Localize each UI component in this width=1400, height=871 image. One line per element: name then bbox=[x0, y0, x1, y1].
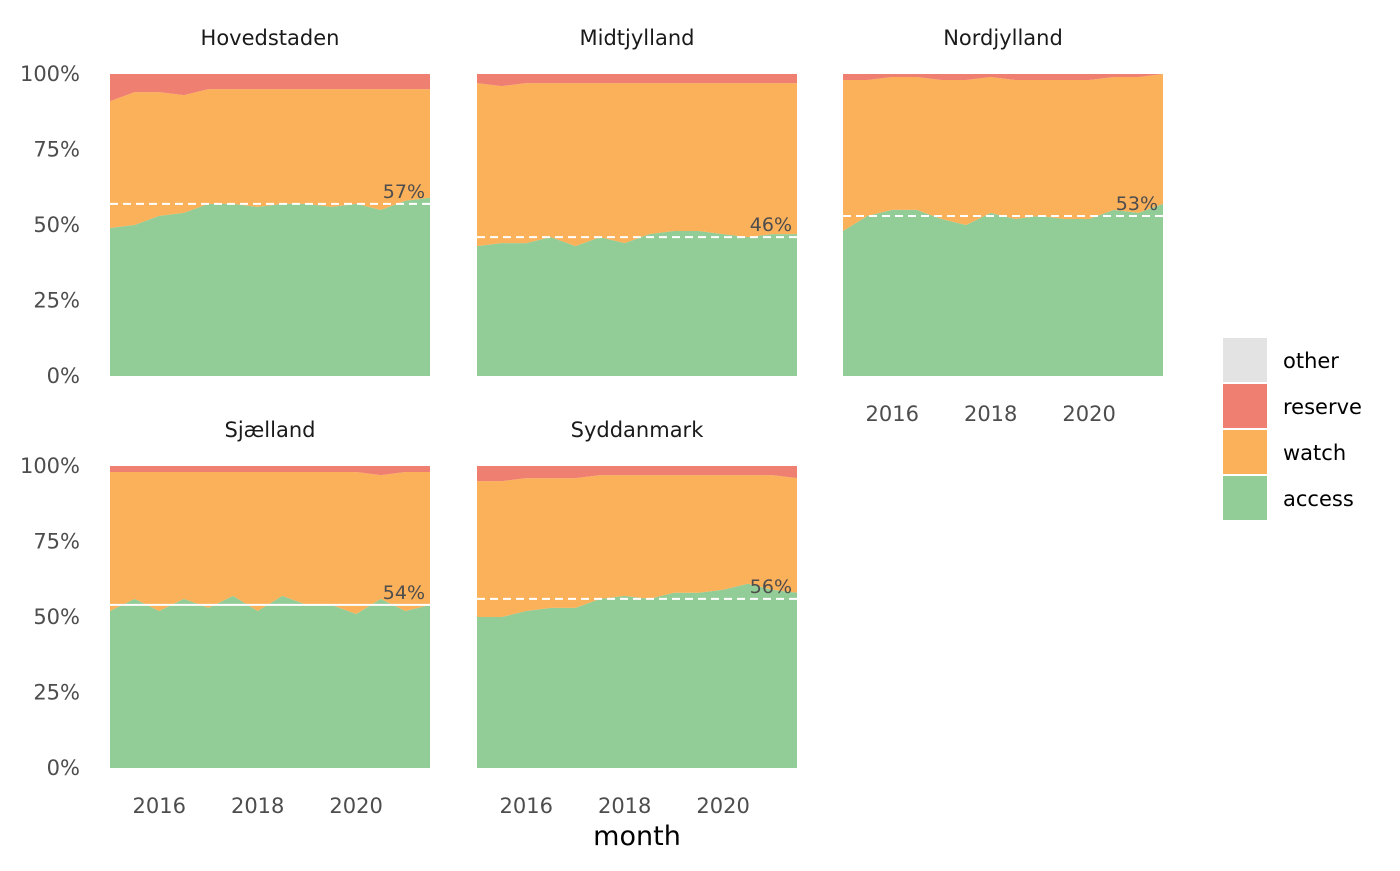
y-tick-label: 100% bbox=[20, 62, 80, 86]
x-tick-label: 2020 bbox=[696, 794, 749, 818]
facet-title: Midtjylland bbox=[580, 26, 695, 50]
legend-label-watch: watch bbox=[1283, 441, 1346, 465]
reference-label: 53% bbox=[1116, 193, 1158, 215]
y-tick-label: 25% bbox=[33, 289, 80, 313]
x-tick-label: 2020 bbox=[329, 794, 382, 818]
area-watch bbox=[477, 475, 797, 617]
y-tick-label: 75% bbox=[33, 138, 80, 162]
y-tick-label: 50% bbox=[33, 605, 80, 629]
y-tick-label: 25% bbox=[33, 681, 80, 705]
x-axis-title: month bbox=[593, 821, 681, 852]
facet-panel-nordjylland: Nordjylland 53% 2016 2018 2020 bbox=[843, 26, 1163, 426]
legend-swatch-access bbox=[1223, 476, 1267, 520]
x-tick-label: 2018 bbox=[964, 402, 1017, 426]
facet-title: Nordjylland bbox=[943, 26, 1063, 50]
area-access bbox=[110, 595, 430, 768]
facet-title: Hovedstaden bbox=[201, 26, 340, 50]
area-access bbox=[843, 203, 1163, 376]
x-tick-label: 2016 bbox=[133, 794, 186, 818]
reference-label: 57% bbox=[383, 181, 425, 203]
area-reserve bbox=[843, 74, 1163, 80]
facet-title: Syddanmark bbox=[571, 418, 705, 442]
area-access bbox=[477, 231, 797, 376]
area-reserve bbox=[477, 466, 797, 482]
y-tick-label: 0% bbox=[47, 364, 80, 388]
facet-panel-hovedstaden: Hovedstaden 57% 0% 25% 50% 75% 100% bbox=[20, 26, 430, 388]
reference-label: 46% bbox=[750, 214, 792, 236]
area-reserve bbox=[477, 74, 797, 87]
area-watch bbox=[110, 472, 430, 614]
y-tick-label: 75% bbox=[33, 530, 80, 554]
area-access bbox=[477, 583, 797, 768]
area-access bbox=[110, 197, 430, 376]
area-reserve bbox=[110, 466, 430, 476]
x-tick-label: 2018 bbox=[598, 794, 651, 818]
facet-panel-syddanmark: Syddanmark 56% 2016 2018 2020 bbox=[477, 418, 797, 818]
y-tick-label: 0% bbox=[47, 756, 80, 780]
area-watch bbox=[843, 74, 1163, 231]
reference-label: 56% bbox=[750, 576, 792, 598]
legend-swatch-watch bbox=[1223, 430, 1267, 474]
y-tick-label: 100% bbox=[20, 454, 80, 478]
x-tick-label: 2016 bbox=[500, 794, 553, 818]
area-watch bbox=[110, 89, 430, 228]
reference-label: 54% bbox=[383, 582, 425, 604]
legend: other reserve watch access bbox=[1223, 338, 1362, 520]
legend-label-access: access bbox=[1283, 487, 1354, 511]
x-tick-label: 2018 bbox=[231, 794, 284, 818]
facet-panel-sjælland: Sjælland 54% 0% 25% 50% 75% 100% 2016 2018 2020 bbox=[20, 418, 430, 818]
area-watch bbox=[477, 83, 797, 247]
facet-panel-midtjylland: Midtjylland 46% bbox=[477, 26, 797, 376]
legend-label-other: other bbox=[1283, 349, 1339, 373]
x-tick-label: 2020 bbox=[1062, 402, 1115, 426]
legend-label-reserve: reserve bbox=[1283, 395, 1362, 419]
legend-swatch-other bbox=[1223, 338, 1267, 382]
facet-title: Sjælland bbox=[225, 418, 316, 442]
area-reserve bbox=[110, 74, 430, 102]
x-tick-label: 2016 bbox=[866, 402, 919, 426]
legend-swatch-reserve bbox=[1223, 384, 1267, 428]
y-tick-label: 50% bbox=[33, 213, 80, 237]
